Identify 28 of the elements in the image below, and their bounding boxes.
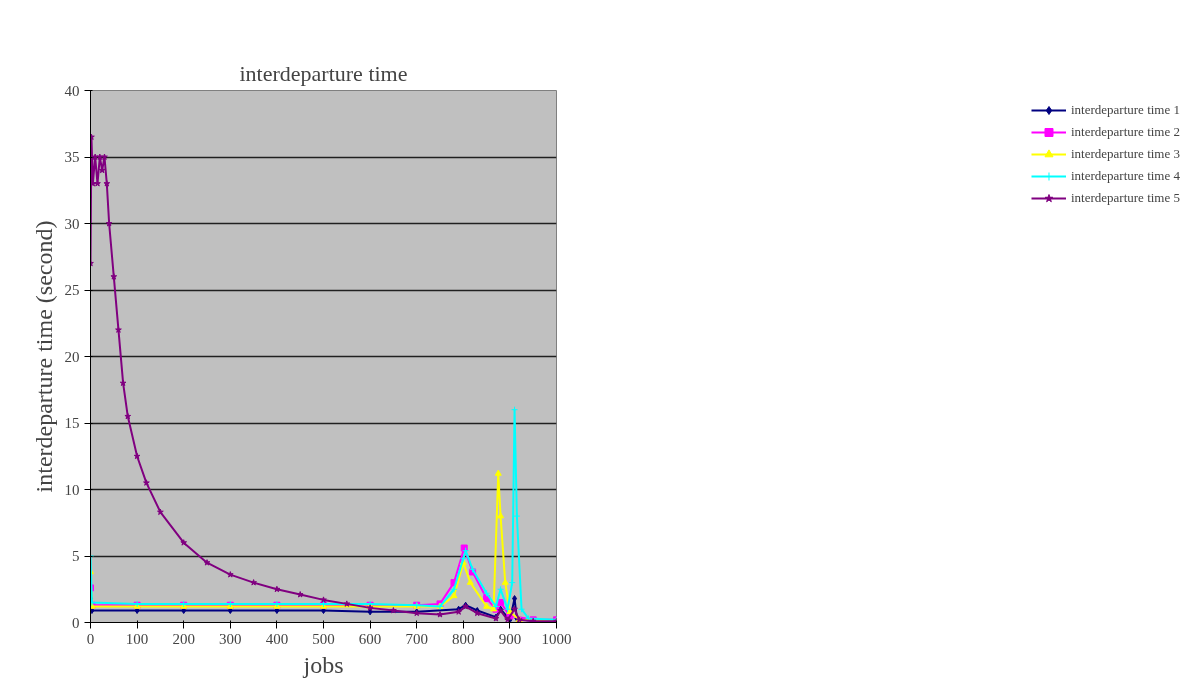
y-tick-label: 15 (64, 415, 80, 431)
y-tick-label: 30 (64, 215, 80, 232)
x-tick-label: 800 (452, 630, 475, 647)
x-tick-label: 400 (265, 630, 289, 647)
y-tick-label: 40 (64, 82, 80, 99)
x-tick-label: 900 (498, 630, 522, 647)
x-axis-title: jobs (302, 651, 344, 678)
y-tick-label: 20 (64, 348, 80, 365)
chart-title: interdeparture time (239, 60, 408, 86)
y-axis-title: interdeparture time (second) (30, 220, 57, 493)
x-tick-label: 600 (358, 630, 382, 647)
x-tick-label: 500 (312, 630, 335, 647)
y-tick-label: 5 (72, 548, 80, 564)
legend-label: interdeparture time 2 (1070, 124, 1180, 140)
y-tick-label: 10 (64, 481, 80, 498)
x-tick-label: 200 (172, 630, 195, 647)
x-tick-label: 300 (219, 630, 242, 647)
legend-label: interdeparture time 4 (1070, 168, 1180, 184)
x-tick-label: 0 (86, 630, 95, 647)
y-tick-label: 25 (64, 282, 80, 298)
x-tick-label: 1000 (541, 630, 572, 647)
x-tick-label: 100 (125, 630, 149, 647)
legend-label: interdeparture time 5 (1070, 190, 1180, 206)
y-tick-label: 0 (72, 614, 80, 631)
x-tick-label: 700 (405, 630, 428, 647)
legend-label: interdeparture time 3 (1070, 146, 1180, 162)
legend-label: interdeparture time 1 (1070, 102, 1180, 118)
y-tick-label: 35 (64, 149, 80, 165)
